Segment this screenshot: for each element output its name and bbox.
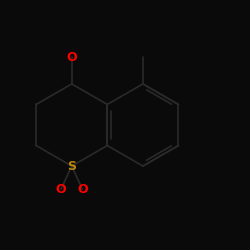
Text: O: O: [66, 51, 77, 64]
Text: S: S: [67, 160, 76, 172]
Text: O: O: [77, 183, 88, 196]
Text: O: O: [56, 183, 66, 196]
